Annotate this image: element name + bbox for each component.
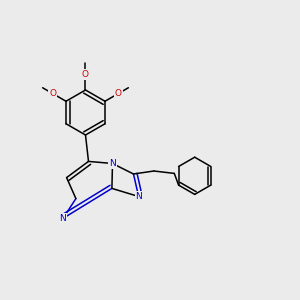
Text: O: O [115,89,122,98]
Text: O: O [82,70,89,79]
Text: N: N [109,159,116,168]
Text: N: N [60,214,66,223]
Text: O: O [85,62,86,64]
Text: O: O [49,89,56,98]
Text: N: N [135,192,142,201]
